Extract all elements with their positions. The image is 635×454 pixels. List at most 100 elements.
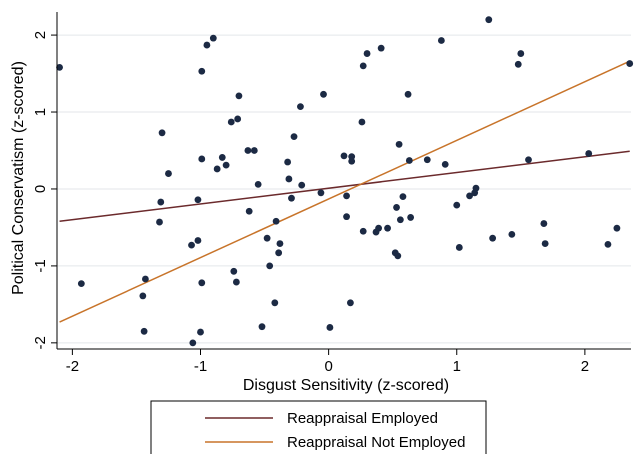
scatter-point — [188, 241, 195, 249]
scatter-point — [485, 16, 493, 24]
scatter-point — [540, 220, 548, 227]
scatter-point — [157, 198, 165, 206]
scatter-point — [198, 155, 206, 163]
scatter-point — [508, 230, 516, 238]
scatter-point — [489, 234, 497, 242]
scatter-point — [258, 323, 266, 331]
scatter-point — [263, 234, 271, 242]
scatter-point — [139, 292, 147, 300]
scatter-point — [297, 103, 304, 111]
y-tick-label: 0 — [32, 185, 49, 193]
scatter-point — [266, 262, 274, 270]
scatter-point — [77, 280, 85, 288]
scatter-point — [541, 240, 549, 247]
scatter-point — [271, 299, 279, 307]
scatter-point — [209, 34, 217, 42]
axes: -2 -1 0 1 2 -2 -1 0 1 2 — [32, 12, 631, 375]
scatter-point — [340, 152, 348, 160]
gridlines — [57, 34, 631, 344]
scatter-point — [56, 63, 63, 71]
scatter-point — [514, 60, 522, 68]
scatter-point — [235, 92, 243, 100]
fit-line — [59, 150, 630, 223]
scatter-point — [407, 214, 415, 221]
x-axis-title: Disgust Sensitivity (z-scored) — [243, 377, 449, 394]
scatter-point — [585, 150, 593, 157]
scatter-point — [343, 192, 350, 200]
scatter-point — [198, 67, 206, 75]
y-axis-title: Political Conservatism (z-scored) — [10, 61, 27, 295]
scatter-point — [230, 267, 238, 275]
scatter-point — [441, 160, 449, 168]
legend-label-employed: Reappraisal Employed — [287, 410, 438, 427]
scatter-point — [213, 165, 221, 173]
fit-line — [59, 60, 631, 323]
scatter-point — [604, 240, 612, 248]
scatter-point — [394, 252, 402, 260]
scatter-point — [359, 227, 367, 235]
scatter-point — [158, 129, 166, 137]
scatter-point — [288, 194, 295, 202]
x-tick-label: -2 — [66, 358, 79, 375]
scatter-point — [613, 224, 621, 232]
scatter-point — [466, 192, 473, 200]
legend-label-not-employed: Reappraisal Not Employed — [287, 434, 465, 451]
legend: Reappraisal Employed Reappraisal Not Emp… — [150, 400, 487, 454]
scatter-point — [232, 278, 240, 286]
scatter-point — [245, 207, 253, 215]
scatter-point — [290, 133, 298, 141]
scatter-point — [142, 275, 149, 283]
scatter-point — [194, 196, 202, 204]
scatter-point — [437, 37, 445, 44]
scatter-point — [343, 213, 350, 221]
scatter-point — [197, 328, 204, 336]
scatter-point — [156, 218, 163, 226]
legend-box — [150, 400, 487, 454]
scatter-point — [276, 240, 284, 247]
x-tick-label: 0 — [324, 358, 332, 375]
y-tick-label: 2 — [32, 31, 49, 39]
scatter-point — [244, 147, 252, 154]
scatter-point — [423, 156, 431, 164]
scatter-point — [254, 180, 262, 188]
scatter-point — [194, 237, 202, 244]
x-tick-label: -1 — [194, 358, 207, 375]
scatter-point — [375, 224, 382, 232]
scatter-point — [384, 224, 391, 232]
scatter-point — [222, 161, 230, 169]
x-tick-label: 1 — [453, 358, 461, 375]
scatter-point — [347, 299, 354, 307]
scatter-point — [203, 41, 211, 49]
scatter-point — [455, 244, 463, 251]
scatter-point — [326, 324, 334, 331]
scatter-point — [363, 50, 371, 57]
scatter-point — [359, 62, 367, 70]
scatter-point — [472, 184, 480, 192]
scatter-point — [453, 201, 461, 209]
scatter-point — [218, 154, 226, 161]
scatter-point — [395, 140, 403, 148]
scatter-point — [348, 157, 356, 165]
scatter-point — [396, 216, 404, 224]
scatter-point — [399, 193, 407, 201]
fit-lines — [59, 60, 631, 323]
scatter-point — [165, 170, 172, 177]
scatter-point — [405, 157, 413, 164]
scatter-point — [525, 156, 532, 164]
scatter-point — [234, 115, 242, 123]
scatter-point — [227, 118, 235, 126]
scatter-point — [198, 279, 206, 287]
scatter-point — [250, 147, 258, 154]
scatter-point — [626, 60, 634, 67]
scatter-point — [377, 44, 385, 52]
scatter-point — [189, 339, 197, 347]
scatter-point — [320, 90, 327, 98]
y-tick-label: -2 — [32, 336, 49, 349]
scatter-point — [317, 189, 325, 197]
scatter-points — [56, 16, 634, 347]
scatter-point — [298, 181, 306, 189]
scatter-point — [358, 118, 366, 126]
scatter-point — [275, 249, 283, 257]
scatter-point — [140, 327, 148, 335]
